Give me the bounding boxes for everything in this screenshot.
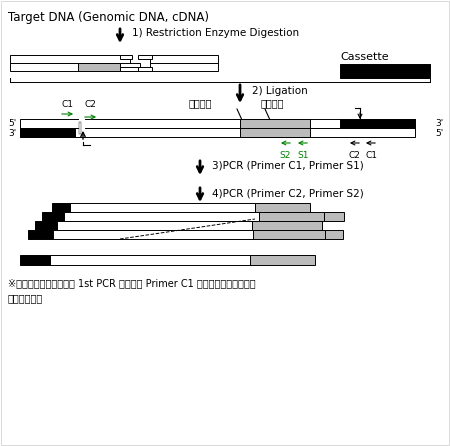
Bar: [340, 64, 430, 78]
Text: 部位终止。: 部位终止。: [8, 293, 43, 303]
Bar: [255, 203, 310, 212]
Bar: [138, 55, 152, 59]
Bar: [10, 55, 130, 63]
Text: S2: S2: [279, 151, 291, 160]
Text: 3': 3': [8, 128, 16, 137]
Bar: [240, 128, 310, 137]
Text: 5': 5': [8, 120, 16, 128]
Text: ※：由于此部分有缺口， 1st PCR 反应时从 Primer C1 开始的延伸反应在连接: ※：由于此部分有缺口， 1st PCR 反应时从 Primer C1 开始的延伸…: [8, 278, 256, 288]
Bar: [52, 203, 70, 212]
Bar: [10, 63, 140, 71]
Text: 已知区域: 已知区域: [260, 98, 284, 108]
Text: Cassette: Cassette: [340, 52, 389, 62]
Bar: [79, 119, 83, 128]
Text: C2: C2: [84, 100, 96, 109]
Text: 3)PCR (Primer C1, Primer S1): 3)PCR (Primer C1, Primer S1): [212, 161, 364, 171]
Bar: [78, 63, 120, 71]
Bar: [20, 119, 415, 128]
Text: C2: C2: [348, 151, 360, 160]
Bar: [259, 212, 324, 221]
Bar: [70, 203, 255, 212]
Text: 5': 5': [435, 128, 443, 137]
Text: C1: C1: [62, 100, 74, 109]
Text: 3': 3': [435, 120, 443, 128]
Bar: [20, 128, 415, 137]
Text: 4)PCR (Primer C2, Primer S2): 4)PCR (Primer C2, Primer S2): [212, 188, 364, 198]
Bar: [120, 67, 140, 71]
Text: S1: S1: [297, 151, 309, 160]
Text: 未知区域: 未知区域: [188, 98, 212, 108]
Bar: [150, 55, 218, 63]
Bar: [252, 221, 322, 230]
Bar: [253, 230, 325, 239]
Text: 1) Restriction Enzyme Digestion: 1) Restriction Enzyme Digestion: [132, 28, 299, 38]
Bar: [324, 212, 344, 221]
Bar: [28, 230, 53, 239]
Bar: [240, 119, 310, 128]
Bar: [120, 55, 132, 59]
Bar: [42, 212, 64, 221]
Text: Target DNA (Genomic DNA, cDNA): Target DNA (Genomic DNA, cDNA): [8, 11, 209, 24]
Bar: [325, 230, 343, 239]
Bar: [79, 119, 85, 137]
Bar: [57, 221, 252, 230]
Bar: [340, 119, 415, 128]
Bar: [250, 255, 315, 265]
Bar: [50, 255, 250, 265]
Bar: [35, 221, 57, 230]
Bar: [138, 67, 152, 71]
Bar: [150, 63, 218, 71]
Text: 2) Ligation: 2) Ligation: [252, 86, 308, 96]
Text: C1: C1: [365, 151, 377, 160]
Bar: [79, 122, 81, 134]
Bar: [53, 230, 253, 239]
Bar: [64, 212, 259, 221]
Bar: [20, 128, 75, 137]
Bar: [20, 255, 50, 265]
